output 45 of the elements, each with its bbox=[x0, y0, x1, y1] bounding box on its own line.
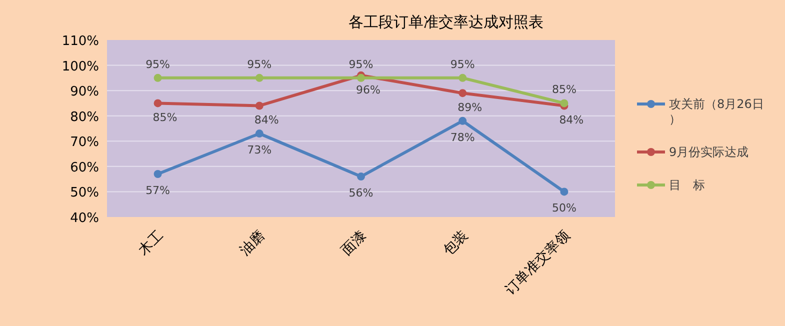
data-label: 84% bbox=[254, 114, 279, 127]
y-tick-label: 80% bbox=[70, 110, 99, 125]
point bbox=[458, 116, 467, 125]
data-label: 85% bbox=[152, 111, 178, 124]
point bbox=[154, 99, 162, 108]
x-tick-label: 包装 bbox=[440, 228, 472, 259]
point bbox=[255, 102, 264, 110]
y-tick-label: 90% bbox=[70, 84, 99, 100]
point bbox=[458, 89, 467, 98]
y-tick-label: 110% bbox=[62, 34, 99, 49]
data-label: 84% bbox=[559, 114, 584, 127]
data-label: 95% bbox=[146, 58, 170, 71]
legend-label: 攻关前（8月26日） bbox=[669, 97, 764, 126]
point bbox=[154, 170, 162, 178]
x-tick-label: 木工 bbox=[136, 228, 167, 259]
data-label: 50% bbox=[552, 202, 576, 215]
point bbox=[560, 188, 568, 196]
data-label: 78% bbox=[450, 130, 475, 144]
chart-title: 各工段订单准交率达成对照表 bbox=[348, 13, 544, 31]
y-tick-label: 60% bbox=[70, 160, 99, 176]
y-tick-label: 50% bbox=[70, 186, 99, 201]
x-tick-label: 油磨 bbox=[237, 228, 268, 259]
data-label: 57% bbox=[146, 184, 170, 198]
data-label: 85% bbox=[552, 83, 576, 96]
point bbox=[458, 74, 467, 82]
data-label: 56% bbox=[348, 186, 374, 200]
x-tick-label: 面漆 bbox=[338, 228, 370, 259]
point bbox=[255, 130, 264, 138]
data-label: 96% bbox=[356, 83, 380, 96]
point bbox=[255, 74, 264, 82]
y-tick-label: 100% bbox=[62, 59, 99, 74]
data-label: 95% bbox=[450, 58, 475, 71]
x-tick-label: 订单准交率领 bbox=[502, 228, 574, 298]
point bbox=[357, 172, 365, 181]
data-label: 95% bbox=[247, 58, 272, 71]
point bbox=[357, 74, 365, 82]
data-label: 89% bbox=[458, 101, 482, 114]
data-label: 73% bbox=[247, 144, 272, 157]
point bbox=[560, 99, 568, 108]
legend-label: 目 标 bbox=[669, 178, 705, 192]
y-tick-label: 70% bbox=[70, 135, 99, 150]
y-tick-label: 40% bbox=[70, 211, 99, 226]
point bbox=[154, 74, 162, 82]
legend-label: 9月份实际达成 bbox=[669, 145, 749, 159]
data-label: 95% bbox=[348, 58, 374, 71]
